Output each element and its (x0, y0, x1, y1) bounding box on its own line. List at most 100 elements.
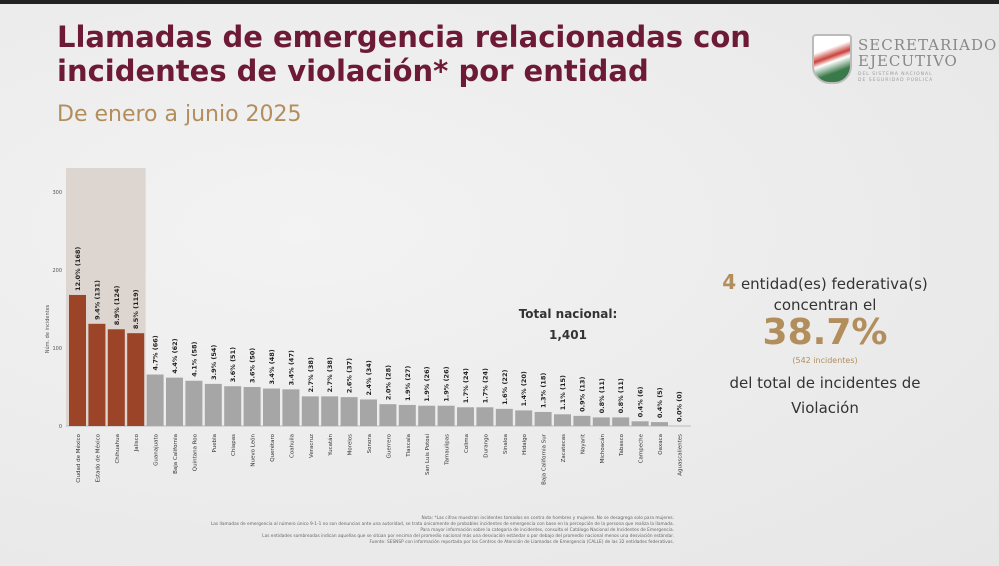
logo-line-2: EJECUTIVO (858, 52, 958, 70)
bar-value-label: 1.6% (22) (501, 370, 509, 405)
bar-value-label: 4.7% (66) (152, 335, 160, 370)
y-tick-label: 200 (52, 268, 62, 274)
bar (107, 329, 125, 426)
total-label: Total nacional: (518, 307, 618, 321)
summary-percent: 38.7% (762, 312, 888, 353)
bar (534, 411, 552, 426)
category-label: Quintana Roo (192, 433, 198, 471)
bar (146, 374, 164, 426)
bar (301, 396, 319, 426)
bar-value-label: 8.5% (119) (132, 289, 140, 329)
y-tick-label: 100 (52, 346, 62, 352)
bar (379, 404, 397, 426)
category-label: Colima (464, 434, 470, 453)
category-label: Nayarit (580, 433, 586, 454)
category-label: Guanajuato (154, 433, 160, 466)
category-label: San Luis Potosí (424, 434, 431, 476)
category-label: Querétaro (269, 433, 276, 461)
y-tick-label: 300 (52, 190, 62, 196)
summary-line-1: 4 entidad(es) federativa(s) (690, 270, 960, 294)
bar-value-label: 1.1% (15) (559, 375, 567, 410)
note-line: Fuente: SESNSP con información reportada… (369, 540, 674, 545)
bar-value-label: 2.7% (38) (326, 357, 334, 392)
bar-value-label: 2.0% (28) (384, 365, 392, 400)
bar (457, 407, 474, 426)
bar (263, 388, 280, 426)
page-subtitle: De enero a junio 2025 (57, 102, 302, 127)
bar-value-label: 0.8% (11) (598, 378, 606, 413)
bar-value-label: 2.6% (37) (346, 358, 354, 393)
bar-value-label: 0.9% (13) (578, 377, 586, 412)
bar-value-label: 8.9% (124) (113, 285, 121, 325)
logo-line-4: DE SEGURIDAD PÚBLICA (858, 78, 934, 83)
bar (554, 414, 571, 426)
bar (495, 408, 513, 426)
bar-value-label: 4.1% (58) (190, 341, 198, 376)
summary-entities-text: entidad(es) federativa(s) (736, 275, 928, 293)
shield-icon (812, 34, 852, 84)
top-bar (0, 0, 999, 4)
bar (418, 405, 436, 426)
summary-line-3a: del total de incidentes de (729, 374, 921, 392)
bar-value-label: 12.0% (168) (74, 247, 82, 291)
bar-value-label: 0.8% (11) (617, 378, 625, 413)
summary-line-2: concentran el (773, 296, 877, 314)
category-label: Durango (483, 433, 489, 457)
summary-line-3b: Violación (791, 399, 859, 417)
bar (476, 407, 494, 426)
logo-line-1: SECRETARIADO (858, 36, 998, 54)
bar (127, 333, 145, 426)
category-label: Hidalgo (522, 433, 528, 455)
footnotes: Nota: *Las cifras muestran incidentes to… (40, 516, 674, 546)
bar (224, 386, 242, 426)
note-line: Las entidades sombreadas indican aquella… (262, 534, 674, 539)
bar-value-label: 0.0% (0) (675, 391, 683, 422)
bar-value-label: 1.4% (20) (520, 371, 528, 406)
bar (166, 377, 183, 426)
y-tick-label: 0 (59, 424, 62, 430)
category-label: Tabasco (619, 433, 625, 457)
secretariado-logo: SECRETARIADO EJECUTIVO DEL SISTEMA NACIO… (812, 32, 997, 88)
bar-value-label: 0.4% (6) (637, 387, 645, 418)
note-line: Las llamadas de emergencia al número úni… (210, 522, 674, 527)
category-label: Aguascalientes (677, 434, 683, 476)
bar (282, 389, 300, 426)
note-line: Nota: *Las cifras muestran incidentes to… (421, 516, 674, 521)
category-label: Puebla (212, 434, 218, 452)
category-label: Oaxaca (658, 434, 664, 455)
bar-value-label: 3.6% (51) (229, 347, 237, 382)
bar-value-label: 4.4% (62) (171, 338, 179, 373)
summary-panel: 4 entidad(es) federativa(s) concentran e… (690, 270, 960, 421)
bar (398, 404, 416, 426)
total-nacional: Total nacional: 1,401 (506, 304, 630, 346)
bar-value-label: 3.9% (54) (210, 345, 218, 380)
bar-value-label: 2.7% (38) (307, 357, 315, 392)
category-label: Baja California Sur (542, 433, 548, 485)
category-label: Tamaulipas (445, 434, 451, 466)
y-axis-label: Núm. de incidentes (44, 304, 51, 353)
logo-line-3: DEL SISTEMA NACIONAL (858, 72, 933, 77)
bar (185, 380, 203, 426)
summary-line-3: del total de incidentes de Violación (690, 371, 960, 421)
category-label: Chiapas (231, 434, 237, 456)
category-label: Guerrero (386, 433, 392, 458)
bar-value-label: 0.4% (5) (656, 387, 664, 418)
category-label: Veracruz (309, 434, 315, 458)
bar (243, 387, 261, 426)
bar-value-label: 1.9% (26) (423, 366, 431, 401)
bar-value-label: 1.3% (18) (540, 373, 548, 408)
category-label: Nuevo León (250, 433, 257, 466)
bar-value-label: 3.4% (48) (268, 349, 276, 384)
bar-value-label: 1.7% (24) (481, 368, 489, 403)
category-label: Coahuila (289, 434, 295, 458)
bar (360, 399, 377, 426)
bar-value-label: 9.4% (131) (93, 280, 101, 320)
total-value: 1,401 (549, 328, 587, 342)
bar-value-label: 1.9% (27) (404, 366, 412, 401)
category-label: Jalisco (134, 433, 140, 452)
note-line: Para mayor información sobre la categorí… (420, 528, 674, 533)
bar (612, 417, 630, 426)
bar (651, 422, 668, 426)
page-title: Llamadas de emergencia relacionadas con … (57, 20, 751, 88)
